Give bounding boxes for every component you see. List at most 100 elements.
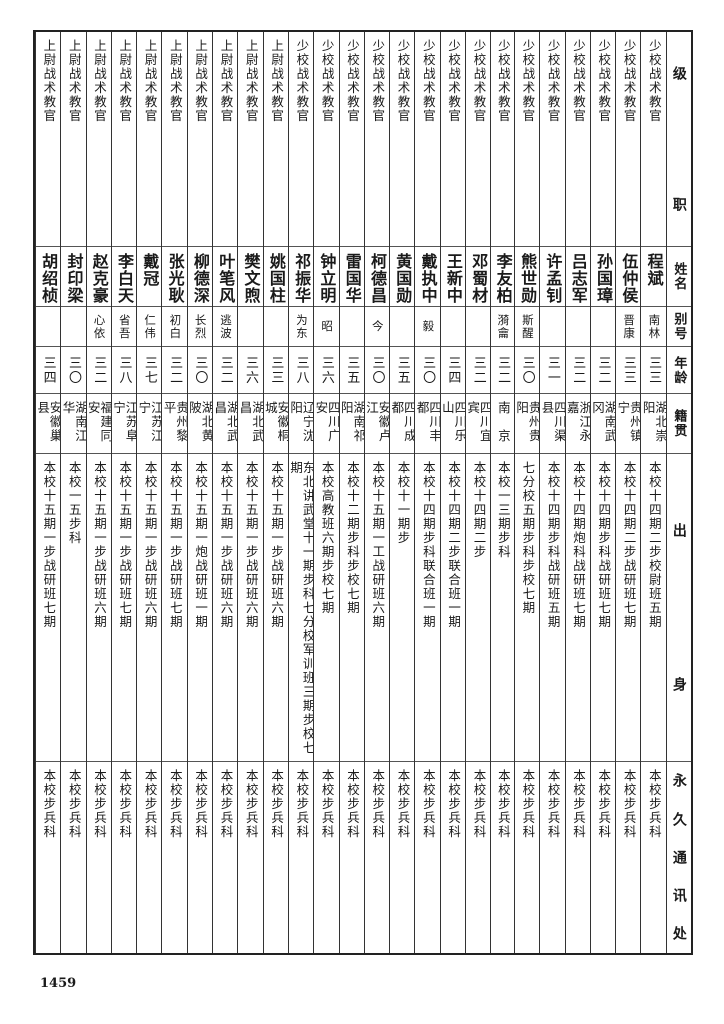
name-text: 张光耿 [165,253,185,304]
rank-cell: 少校战术教官 [514,32,540,247]
alias-cell: 今 [364,307,390,347]
native-place-cell: 辽宁沈阳 [288,394,314,454]
name-text: 叶笔风 [216,253,236,304]
address-cell: 本校步兵科 [314,762,338,953]
address-text: 本校步兵科 [167,769,183,839]
name-text: 钟立明 [317,253,337,304]
age-text: 三二 [217,355,233,385]
table-row: 少校战术教官 祁振华 为东 三八 辽宁沈阳 东北讲武堂十一期步科七分校军训班三期步校七期本… [287,32,314,953]
alias-cell [540,307,565,347]
address-cell: 本校步兵科 [213,762,237,953]
age-text: 三〇 [420,355,436,385]
background-cell: 本校十四期二步战研班七期 [616,454,641,762]
alias-cell [339,307,364,347]
roster-table: 级 职 姓名 别号 年龄 籍贯 出 身 永 久 通 讯 处 少校战术教官 程斌 南林… [33,30,693,955]
background-cell: 东北讲武堂十一期步科七分校军训班三期步校七期 [288,454,314,762]
name-text: 吕志军 [568,253,588,304]
name-cell: 熊世勋 [514,247,540,307]
name-text: 邓蜀材 [469,253,489,304]
name-text: 戴执中 [418,253,438,304]
header-native-place: 籍贯 [666,394,691,454]
name-text: 柳德深 [190,253,210,304]
native-place-text: 四川成都 [390,401,415,443]
rank-text: 上尉战术教官 [91,39,107,123]
alias-cell [390,307,415,347]
age-cell: 三二 [466,347,491,394]
rank-text: 少校战术教官 [471,39,487,123]
address-cell: 本校步兵科 [390,762,414,953]
age-cell: 三三 [641,347,666,394]
age-text: 三五 [344,355,360,385]
name-cell: 封印梁 [61,247,86,307]
rank-cell: 少校战术教官 [641,32,666,247]
table-row: 少校战术教官 孙国璋 三二 湖南武冈 本校十四期步科战研班七期 本校步兵科 [589,32,616,953]
address-cell: 本校步兵科 [566,762,590,953]
age-text: 三二 [595,355,611,385]
address-text: 本校步兵科 [41,769,57,839]
name-cell: 戴执中 [415,247,440,307]
table-row: 少校战术教官 黄国勋 三五 四川成都 本校十一期步 本校步兵科 [389,32,415,953]
background-text: 本校十五期一步战研班六期 [91,461,107,629]
native-place-cell: 湖北黄陂 [187,394,213,454]
age-text: 三五 [394,355,410,385]
table-row: 上尉战术教官 姚国柱 三三 安徽桐城 本校十五期一步战研班六期 本校步兵科 [262,32,288,953]
header-age: 年龄 [666,347,691,394]
alias-cell: 斯醒 [514,307,540,347]
address-text: 本校步兵科 [446,769,462,839]
alias-text: 长烈 [193,313,208,340]
rank-text: 上尉战术教官 [269,39,285,123]
address-text: 本校步兵科 [142,769,158,839]
name-cell: 叶笔风 [213,247,238,307]
name-text: 戴冠 [140,253,160,287]
alias-text: 漪龠 [496,313,511,340]
rank-cell: 少校战术教官 [364,32,390,247]
page-number: 1459 [40,976,77,991]
age-text: 三〇 [369,355,385,385]
rank-text: 少校战术教官 [495,39,511,123]
native-place-text: 四川渠县 [540,401,565,443]
rank-cell: 少校战术教官 [288,32,314,247]
background-text: 本校十四期步科战研班五期 [545,461,561,629]
name-cell: 戴冠 [137,247,162,307]
native-place-text: 浙江永嘉 [565,401,590,443]
background-cell: 本校十四期步科联合班一期 [415,454,440,762]
address-cell: 本校步兵科 [466,762,490,953]
age-text: 三〇 [519,355,535,385]
age-cell: 三二 [162,347,187,394]
name-cell: 许孟钊 [540,247,565,307]
name-text: 黄国勋 [393,253,413,304]
address-text: 本校步兵科 [395,769,411,839]
age-cell: 三二 [590,347,616,394]
alias-cell [61,307,86,347]
age-cell: 三三 [263,347,288,394]
rank-cell: 少校战术教官 [590,32,616,247]
native-place-cell: 贵州贵阳 [514,394,540,454]
table-row: 上尉战术教官 柳德深 长烈 三〇 湖北黄陂 本校十五期一炮战研班一期 本校步兵科 [186,32,213,953]
rank-text: 少校战术教官 [420,39,436,123]
rank-cell: 上尉战术教官 [263,32,288,247]
table-row: 上尉战术教官 赵克豪 心依 三二 福建同安 本校十五期一步战研班六期 本校步兵科 [85,32,111,953]
rank-text: 上尉战术教官 [41,39,57,123]
rank-text: 上尉战术教官 [193,39,209,123]
background-cell: 本校十四期步科战研班五期 [540,454,565,762]
name-cell: 黄国勋 [390,247,415,307]
table-row: 少校战术教官 雷国华 三五 湖南祁阳 本校十二期步科步校七期 本校步兵科 [338,32,364,953]
native-place-cell: 贵州黎平 [162,394,187,454]
native-place-text: 安徽桐城 [263,401,288,443]
header-rank-char: 职 [670,196,687,213]
address-text: 本校步兵科 [319,769,335,839]
alias-text: 南林 [647,313,662,340]
rank-text: 少校战术教官 [596,39,612,123]
alias-cell: 南林 [641,307,666,347]
name-cell: 赵克豪 [86,247,111,307]
native-place-cell: 湖北武昌 [238,394,263,454]
alias-cell: 为东 [288,307,314,347]
alias-cell [590,307,616,347]
native-place-cell: 福建同安 [86,394,111,454]
address-cell: 本校步兵科 [61,762,85,953]
native-place-text: 湖北武昌 [213,401,238,443]
native-place-text: 辽宁沈阳 [288,401,314,443]
rank-text: 少校战术教官 [370,39,386,123]
name-text: 孙国璋 [594,253,614,304]
age-text: 三七 [141,355,157,385]
